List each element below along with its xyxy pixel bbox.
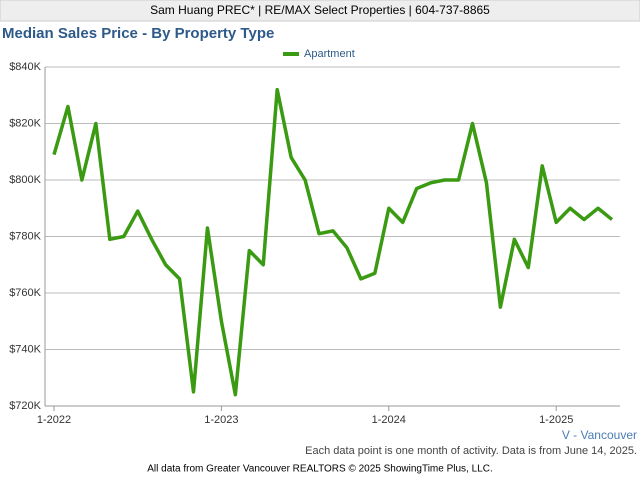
header-text: Sam Huang PREC* | RE/MAX Select Properti… xyxy=(150,3,490,17)
y-tick-label: $820K xyxy=(9,117,41,129)
legend-label: Apartment xyxy=(304,48,355,60)
x-tick-label: 1-2023 xyxy=(204,414,238,426)
y-tick-label: $740K xyxy=(9,343,41,355)
y-tick-label: $720K xyxy=(9,400,41,412)
data-line xyxy=(52,87,614,397)
source: All data from Greater Vancouver REALTORS… xyxy=(147,464,492,475)
y-tick-label: $780K xyxy=(9,230,41,242)
x-tick-label: 1-2024 xyxy=(372,414,406,426)
chart-title: Median Sales Price - By Property Type xyxy=(2,25,274,42)
y-tick-label: $760K xyxy=(9,287,41,299)
x-tick-label: 1-2022 xyxy=(37,414,71,426)
header-bar xyxy=(0,0,640,22)
x-tick-label: 1-2025 xyxy=(539,414,573,426)
y-tick-label: $800K xyxy=(9,174,41,186)
note: Each data point is one month of activity… xyxy=(305,445,637,457)
y-tick-label: $840K xyxy=(9,61,41,73)
region-label: V - Vancouver xyxy=(562,428,637,442)
